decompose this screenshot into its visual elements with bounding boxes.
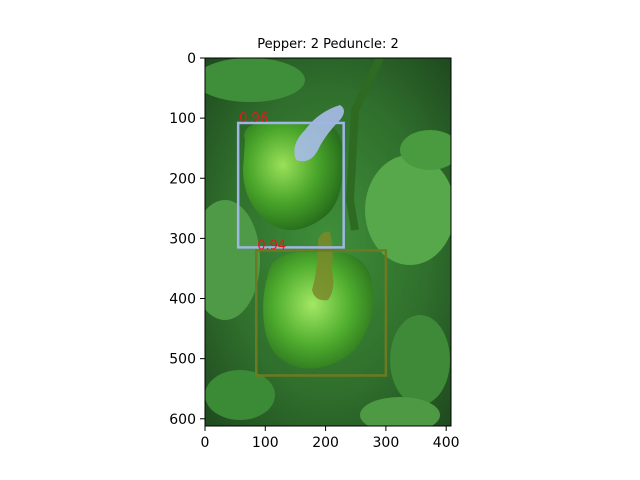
- plot-frame: [204, 57, 452, 427]
- x-tick-label: 0: [201, 435, 210, 451]
- y-tick-label: 200: [169, 171, 196, 187]
- leaf-right: [365, 155, 451, 265]
- x-tick-label: 400: [433, 435, 460, 451]
- peduncle-mask-2: [312, 231, 334, 301]
- axes: 0 100 200 300 400 0 100 200 300 400 500 600: [169, 51, 459, 451]
- y-tick-label: 300: [169, 231, 196, 247]
- x-tick-label: 200: [312, 435, 339, 451]
- detection-score-label: 0.96: [239, 111, 268, 126]
- y-tick-label: 500: [169, 352, 196, 368]
- leaf-top-left: [205, 58, 305, 102]
- y-tick-label: 0: [187, 51, 196, 67]
- photo: [205, 58, 451, 426]
- detection-score-label: 0.94: [257, 238, 286, 253]
- plant-stem: [345, 58, 384, 231]
- figure-title: Pepper: 2 Peduncle: 2: [257, 37, 399, 52]
- detection-boxes: 0.96 0.94: [236, 111, 388, 377]
- y-tick-label: 600: [169, 412, 196, 428]
- leaf-left: [205, 200, 260, 320]
- leaf-bottom: [360, 397, 440, 426]
- y-ticks: 0 100 200 300 400 500 600: [169, 51, 205, 428]
- detection-box: [255, 249, 388, 377]
- x-ticks: 0 100 200 300 400: [201, 426, 460, 451]
- detection-box: [236, 121, 345, 249]
- x-tick-label: 100: [252, 435, 279, 451]
- y-tick-label: 400: [169, 292, 196, 308]
- y-tick-label: 100: [169, 111, 196, 127]
- x-tick-label: 300: [373, 435, 400, 451]
- pepper-2: [263, 252, 374, 369]
- leaf-bottom-left: [205, 370, 275, 420]
- leaf-bottom-right: [390, 315, 450, 405]
- peduncle-mask-1: [294, 105, 344, 162]
- leaf-right-upper: [400, 130, 451, 170]
